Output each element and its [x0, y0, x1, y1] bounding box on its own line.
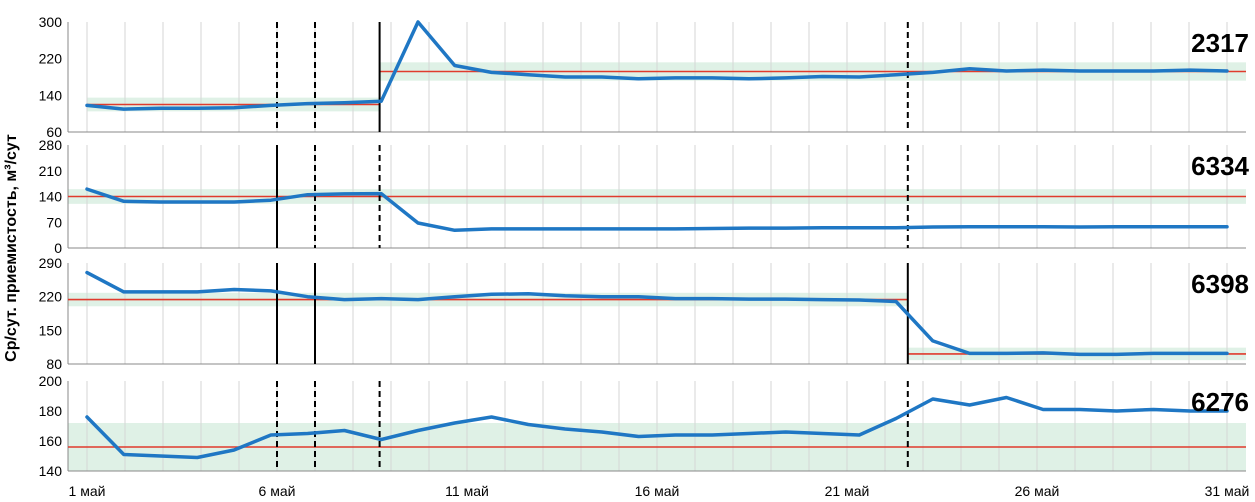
y-tick-label-6398-150: 150: [39, 322, 63, 338]
y-tick-label-6276-160: 160: [39, 433, 63, 449]
x-tick-label-0: 1 май: [69, 483, 106, 499]
series-line-6398: [85, 270, 1229, 357]
panel-label-6276: 6276: [1191, 387, 1249, 417]
y-tick-label-6398-290: 290: [39, 255, 63, 271]
y-tick-label-6276-180: 180: [39, 403, 63, 419]
x-tick-label-2: 11 май: [445, 483, 489, 499]
y-tick-label-2317-300: 300: [39, 14, 63, 30]
x-tick-label-4: 21 май: [825, 483, 870, 499]
x-tick-label-1: 6 май: [259, 483, 296, 499]
panel-label-2317: 2317: [1191, 28, 1249, 58]
y-tick-label-6398-220: 220: [39, 289, 63, 305]
y-tick-label-6276-140: 140: [39, 463, 63, 479]
x-tick-label-6: 31 май: [1205, 483, 1250, 499]
panel-label-6334: 6334: [1191, 151, 1249, 181]
y-tick-label-2317-140: 140: [39, 87, 63, 103]
x-tick-label-3: 16 май: [635, 483, 680, 499]
series-line-2317: [85, 20, 1229, 111]
y-tick-label-6334-210: 210: [39, 163, 63, 179]
series-line-6276: [85, 395, 1229, 460]
y-tick-label-6334-70: 70: [46, 214, 62, 230]
y-tick-label-6334-140: 140: [39, 189, 63, 205]
y-tick-label-2317-220: 220: [39, 51, 63, 67]
y-tick-label-6334-0: 0: [54, 240, 62, 256]
y-tick-label-2317-60: 60: [46, 124, 62, 140]
series-line-6334: [85, 187, 1229, 233]
y-tick-label-6398-80: 80: [46, 356, 62, 372]
y-tick-label-6334-280: 280: [39, 137, 63, 153]
x-tick-label-5: 26 май: [1015, 483, 1060, 499]
panel-label-6398: 6398: [1191, 269, 1249, 299]
y-tick-label-6276-200: 200: [39, 373, 63, 389]
y-axis-label: Ср/сут. приемистость, м³/сут: [3, 134, 20, 362]
